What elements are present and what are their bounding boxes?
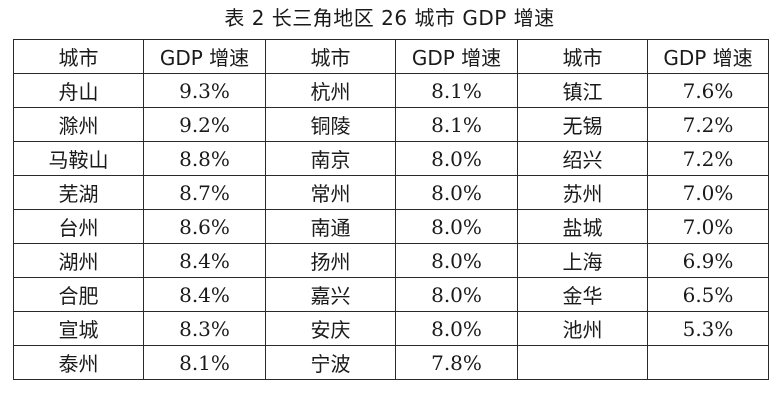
rate-cell: 8.0% <box>395 243 518 278</box>
rate-cell: 6.5% <box>647 277 769 312</box>
rate-cell: 9.3% <box>143 73 266 108</box>
rate-cell: 8.1% <box>395 73 518 108</box>
city-cell: 镇江 <box>517 73 648 108</box>
city-cell: 合肥 <box>13 277 144 312</box>
rate-cell: 8.8% <box>143 141 266 176</box>
city-cell: 舟山 <box>13 73 144 108</box>
city-cell: 宣城 <box>13 311 144 346</box>
rate-cell: 8.4% <box>143 243 266 278</box>
city-cell: 上海 <box>517 243 648 278</box>
table-row: 台州 8.6% 南通 8.0% 盐城 7.0% <box>13 209 769 244</box>
city-cell: 苏州 <box>517 175 648 210</box>
city-cell: 宁波 <box>265 345 396 380</box>
city-cell: 芜湖 <box>13 175 144 210</box>
empty-cell <box>517 345 648 380</box>
city-cell: 南通 <box>265 209 396 244</box>
rate-cell: 9.2% <box>143 107 266 142</box>
city-cell: 绍兴 <box>517 141 648 176</box>
city-cell: 南京 <box>265 141 396 176</box>
city-cell: 台州 <box>13 209 144 244</box>
header-row: 城市 GDP 增速 城市 GDP 增速 城市 GDP 增速 <box>13 39 769 74</box>
table-caption: 表 2 长三角地区 26 城市 GDP 增速 <box>224 6 555 30</box>
header-city: 城市 <box>517 39 648 74</box>
city-cell: 铜陵 <box>265 107 396 142</box>
table-row: 马鞍山 8.8% 南京 8.0% 绍兴 7.2% <box>13 141 769 176</box>
rate-cell: 7.2% <box>647 141 769 176</box>
rate-cell: 7.8% <box>395 345 518 380</box>
header-city: 城市 <box>13 39 144 74</box>
rate-cell: 8.6% <box>143 209 266 244</box>
header-gdp-rate: GDP 增速 <box>395 39 518 74</box>
table-row: 舟山 9.3% 杭州 8.1% 镇江 7.6% <box>13 73 769 108</box>
rate-cell: 8.3% <box>143 311 266 346</box>
city-cell: 安庆 <box>265 311 396 346</box>
city-cell: 马鞍山 <box>13 141 144 176</box>
city-cell: 无锡 <box>517 107 648 142</box>
rate-cell: 5.3% <box>647 311 769 346</box>
header-gdp-rate: GDP 增速 <box>647 39 769 74</box>
rate-cell: 8.1% <box>143 345 266 380</box>
city-cell: 常州 <box>265 175 396 210</box>
city-cell: 扬州 <box>265 243 396 278</box>
city-cell: 金华 <box>517 277 648 312</box>
city-cell: 池州 <box>517 311 648 346</box>
city-cell: 盐城 <box>517 209 648 244</box>
rate-cell: 8.1% <box>395 107 518 142</box>
rate-cell: 7.6% <box>647 73 769 108</box>
rate-cell: 8.0% <box>395 277 518 312</box>
rate-cell: 8.7% <box>143 175 266 210</box>
table-row: 合肥 8.4% 嘉兴 8.0% 金华 6.5% <box>13 277 769 312</box>
rate-cell: 6.9% <box>647 243 769 278</box>
header-city: 城市 <box>265 39 396 74</box>
header-gdp-rate: GDP 增速 <box>143 39 266 74</box>
table-row: 湖州 8.4% 扬州 8.0% 上海 6.9% <box>13 243 769 278</box>
rate-cell: 8.4% <box>143 277 266 312</box>
city-cell: 嘉兴 <box>265 277 396 312</box>
table-row: 宣城 8.3% 安庆 8.0% 池州 5.3% <box>13 311 769 346</box>
rate-cell: 8.0% <box>395 311 518 346</box>
gdp-growth-table: 城市 GDP 增速 城市 GDP 增速 城市 GDP 增速 舟山 9.3% 杭州… <box>13 39 769 380</box>
empty-cell <box>647 345 769 380</box>
rate-cell: 7.2% <box>647 107 769 142</box>
rate-cell: 8.0% <box>395 175 518 210</box>
rate-cell: 7.0% <box>647 209 769 244</box>
city-cell: 滁州 <box>13 107 144 142</box>
city-cell: 杭州 <box>265 73 396 108</box>
table-row: 滁州 9.2% 铜陵 8.1% 无锡 7.2% <box>13 107 769 142</box>
city-cell: 泰州 <box>13 345 144 380</box>
rate-cell: 8.0% <box>395 141 518 176</box>
rate-cell: 7.0% <box>647 175 769 210</box>
table-row: 芜湖 8.7% 常州 8.0% 苏州 7.0% <box>13 175 769 210</box>
rate-cell: 8.0% <box>395 209 518 244</box>
city-cell: 湖州 <box>13 243 144 278</box>
table-row: 泰州 8.1% 宁波 7.8% <box>13 345 769 380</box>
